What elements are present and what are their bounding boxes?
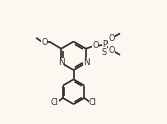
Text: O: O [108, 46, 115, 55]
Text: O: O [92, 41, 98, 50]
Text: O: O [108, 34, 115, 43]
Text: Cl: Cl [51, 98, 59, 107]
Text: P: P [102, 40, 107, 49]
Text: N: N [83, 58, 89, 67]
Text: S: S [102, 48, 107, 57]
Text: O: O [41, 38, 47, 47]
Text: Cl: Cl [89, 98, 96, 107]
Text: N: N [58, 58, 64, 67]
